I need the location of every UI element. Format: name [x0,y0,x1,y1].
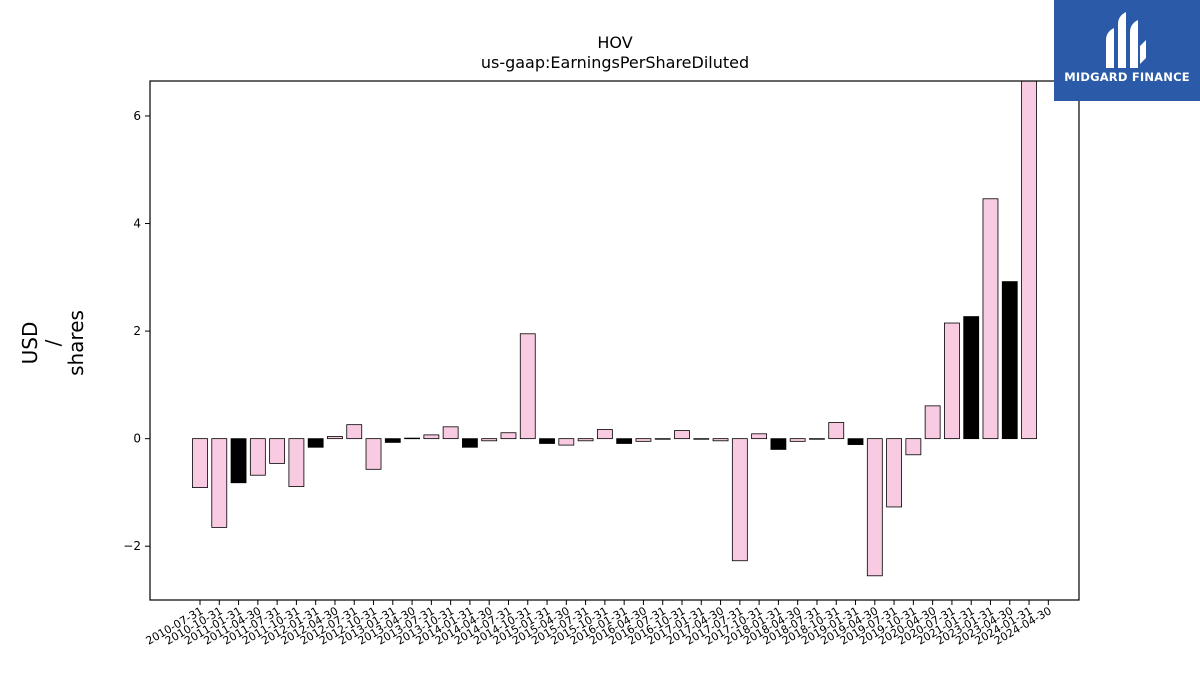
bar [192,438,208,488]
bar [693,438,710,440]
bar [924,405,941,440]
y-tick-label: 6 [133,109,141,123]
bar [616,438,633,444]
plot-frame [149,80,1080,601]
bar [365,438,382,470]
bar [770,438,787,450]
bar [654,438,671,440]
bar [905,438,922,456]
logo-text: MIDGARD FINANCE [1064,70,1190,84]
bar [674,430,690,440]
bar [307,438,324,448]
bar [462,438,478,448]
bar [886,438,902,508]
bars-layer [192,80,1037,577]
bar [635,438,652,442]
bar [423,434,440,440]
y-tick-label: −2 [123,539,141,553]
bar [249,438,266,476]
chart-subtitle: us-gaap:EarningsPerShareDiluted [481,53,749,72]
bar [866,438,883,577]
bar [596,429,613,440]
y-axis-label-line-1: USD [18,322,42,365]
bar [847,438,864,445]
chart-title: HOV [597,33,632,52]
bar [288,438,305,487]
bar [828,422,845,440]
bar [519,333,536,440]
bar [230,438,247,484]
bar [1021,80,1037,440]
bar [558,438,575,446]
y-tick-label: 0 [133,432,141,446]
bar [384,438,401,443]
y-axis-label-line-3: shares [64,310,88,376]
midgard-finance-logo: MIDGARD FINANCE [1054,0,1200,101]
y-tick-label: 2 [133,324,141,338]
bar [982,198,999,440]
y-axis-label-line-2: / [41,339,65,346]
ticks-layer: −202462010-07-312010-10-312011-01-312011… [123,109,1054,648]
bar [327,436,343,440]
bar [712,438,729,442]
bar [731,438,748,562]
bar [442,426,459,440]
bar [577,438,594,442]
y-tick-label: 4 [133,217,141,231]
bar [500,432,517,440]
bar [751,433,768,440]
bar [211,438,228,528]
bar [789,438,806,442]
bar [1001,281,1018,440]
bar [944,322,960,440]
midgard-logo-icon [1106,12,1146,68]
bar [346,424,363,440]
bar [269,438,286,464]
bar [963,316,980,440]
bar [539,438,555,444]
bar [404,437,420,440]
bar [809,438,825,440]
bar [481,438,498,442]
